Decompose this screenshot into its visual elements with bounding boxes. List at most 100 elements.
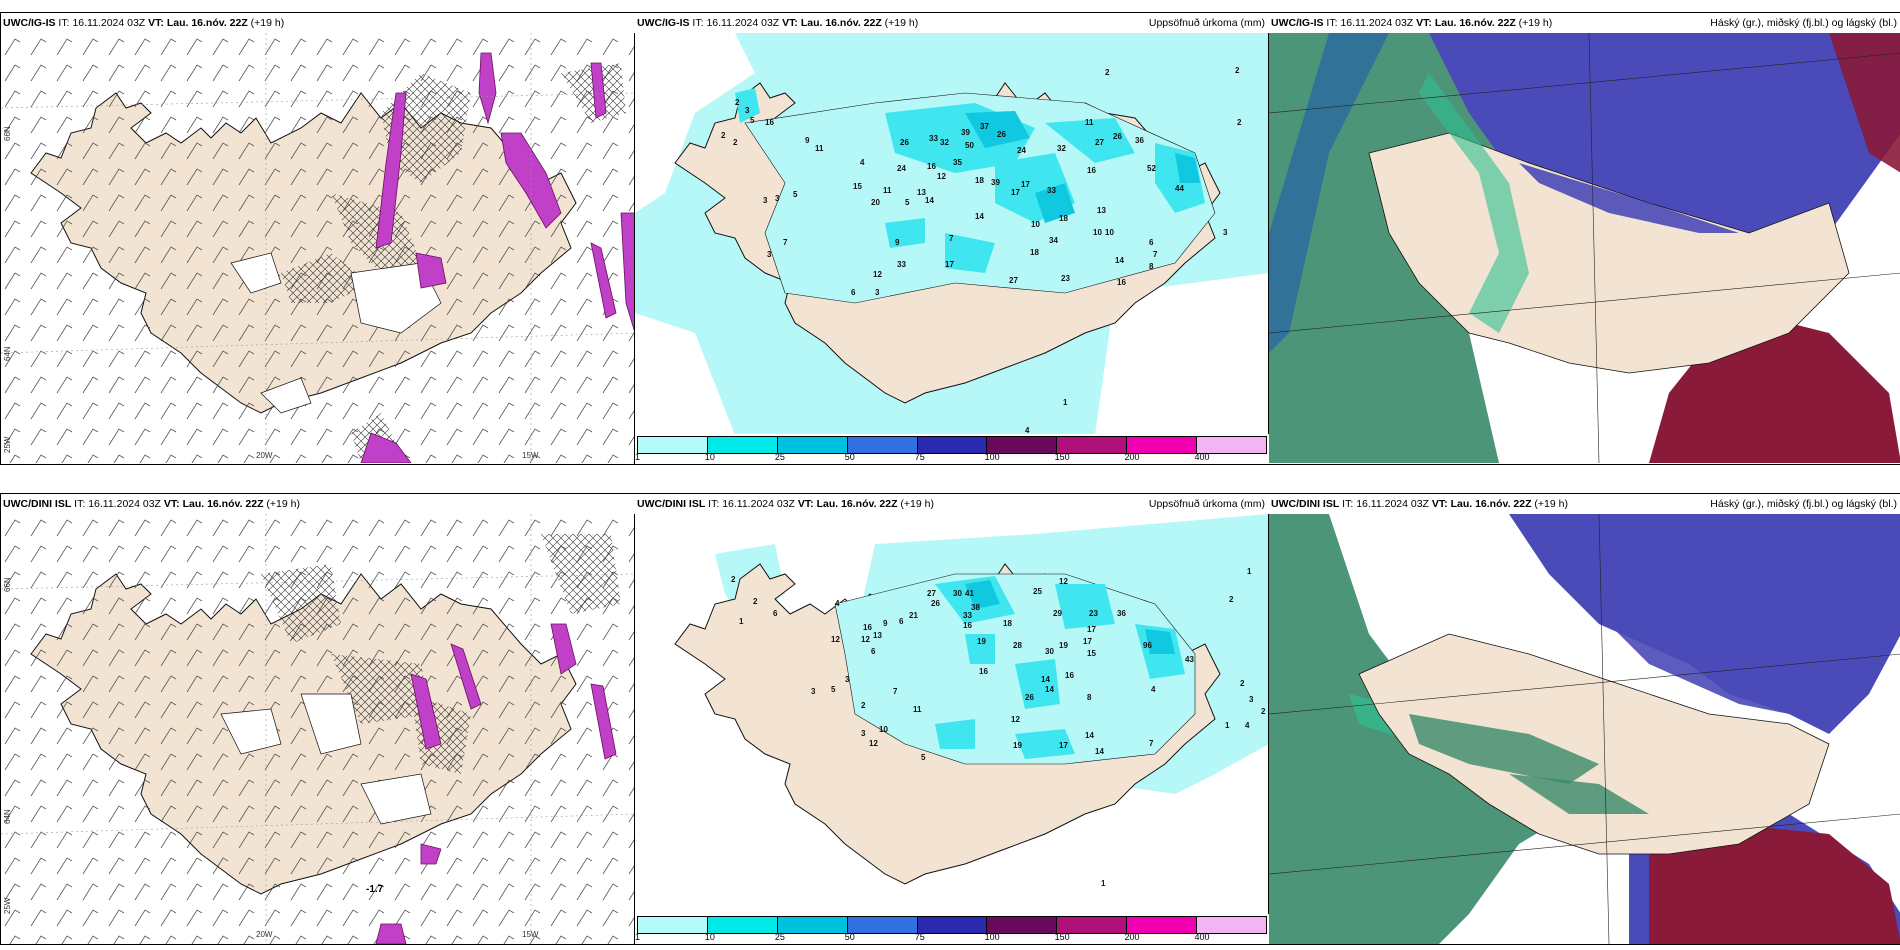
panel-title: Háský (gr.), miðský (fj.bl.) og lágský (… (1710, 17, 1897, 29)
legend-tick: 150 (1054, 932, 1070, 942)
lon-label-15: 15W (522, 451, 539, 460)
panel-title: Uppsöfnuð úrkoma (mm) (1148, 17, 1265, 29)
legend-swatch (987, 917, 1058, 933)
svg-text:36: 36 (1135, 136, 1144, 145)
svg-text:7: 7 (783, 238, 788, 247)
it-label: IT: (1342, 498, 1354, 510)
it-value: 16.11.2024 03Z (722, 498, 795, 510)
svg-text:3: 3 (763, 196, 768, 205)
svg-text:26: 26 (931, 599, 940, 608)
svg-text:12: 12 (1011, 715, 1020, 724)
legend-tick: 100 (984, 452, 1000, 462)
lat-label-66: 66N (3, 126, 12, 141)
lead-time: (+19 h) (1518, 17, 1553, 29)
white-areas (230, 252, 442, 414)
svg-text:16: 16 (1087, 166, 1096, 175)
svg-text:12: 12 (861, 635, 870, 644)
svg-text:14: 14 (1095, 747, 1104, 756)
svg-text:6: 6 (871, 647, 876, 656)
vt-value: Lau. 16.nóv. 22Z (1450, 498, 1532, 510)
legend-swatch (638, 437, 708, 453)
svg-text:23: 23 (1089, 609, 1098, 618)
panel-clouds-top: UWC/IG-IS IT: 16.11.2024 03Z VT: Lau. 16… (1268, 12, 1900, 465)
svg-text:3: 3 (861, 729, 866, 738)
model-name: UWC/IG-IS (637, 17, 690, 29)
svg-text:16: 16 (863, 623, 872, 632)
legend-swatch (707, 437, 778, 453)
svg-text:6: 6 (899, 617, 904, 626)
it-value: 16.11.2024 03Z (706, 17, 780, 29)
white-areas (220, 693, 432, 825)
svg-text:10: 10 (1093, 228, 1102, 237)
svg-text:10: 10 (1031, 220, 1040, 229)
it-label: IT: (58, 17, 70, 29)
graticule (1269, 33, 1900, 463)
legend-swatch (1057, 437, 1128, 453)
svg-text:5: 5 (793, 190, 798, 199)
svg-text:26: 26 (997, 130, 1006, 139)
svg-text:19: 19 (1013, 741, 1022, 750)
wind-value-label: -1.7 (366, 884, 384, 895)
legend-swatch (777, 437, 848, 453)
svg-text:33: 33 (897, 260, 906, 269)
svg-text:17: 17 (1021, 180, 1030, 189)
svg-text:32: 32 (1057, 144, 1066, 153)
legend-tick: 75 (914, 932, 925, 942)
svg-text:3: 3 (1223, 228, 1228, 237)
it-value: 16.11.2024 03Z (1340, 17, 1414, 29)
legend-tick: 400 (1194, 452, 1210, 462)
svg-text:35: 35 (953, 158, 962, 167)
hatched-areas (261, 534, 621, 774)
svg-text:2: 2 (735, 98, 740, 107)
panel-wind-bottom: UWC/DINI ISL IT: 16.11.2024 03Z VT: Lau.… (0, 493, 636, 945)
svg-text:7: 7 (1153, 250, 1158, 259)
legend-ticks: 1 10 25 50 75 100 150 200 400 (635, 932, 1267, 944)
legend-tick: 1 (635, 932, 641, 942)
svg-text:36: 36 (1117, 609, 1126, 618)
svg-text:26: 26 (1113, 132, 1122, 141)
svg-text:33: 33 (963, 611, 972, 620)
svg-text:39: 39 (991, 178, 1000, 187)
svg-text:7: 7 (949, 234, 954, 243)
precip-heavy-areas (965, 580, 1175, 654)
svg-text:12: 12 (873, 270, 882, 279)
magenta-bands (375, 623, 617, 944)
legend-tick: 1 (635, 452, 641, 462)
panel-header: UWC/IG-IS IT: 16.11.2024 03Z VT: Lau. 16… (1, 13, 635, 33)
precip-mid-areas (735, 88, 1205, 273)
svg-text:30: 30 (953, 589, 962, 598)
svg-text:19: 19 (977, 637, 986, 646)
panel-header: UWC/IG-IS IT: 16.11.2024 03Z VT: Lau. 16… (635, 13, 1269, 33)
svg-text:11: 11 (815, 144, 824, 153)
legend-swatch (847, 917, 918, 933)
vt-value: Lau. 16.nóv. 22Z (816, 498, 898, 510)
legend-ticks: 1 10 25 50 75 100 150 200 400 (635, 452, 1267, 464)
svg-text:6: 6 (851, 288, 856, 297)
svg-text:4: 4 (835, 599, 840, 608)
lead-time: (+19 h) (900, 498, 934, 510)
svg-text:14: 14 (1085, 731, 1094, 740)
svg-text:17: 17 (1087, 625, 1096, 634)
svg-text:8: 8 (1149, 262, 1154, 271)
svg-text:26: 26 (900, 138, 909, 147)
svg-text:2: 2 (1237, 118, 1242, 127)
legend-swatch (777, 917, 848, 933)
panel-header: UWC/DINI ISL IT: 16.11.2024 03Z VT: Lau.… (1269, 494, 1900, 514)
legend-swatch (1127, 437, 1198, 453)
svg-text:2: 2 (1261, 707, 1266, 716)
svg-text:27: 27 (1009, 276, 1018, 285)
precip-legend: 1 10 25 50 75 100 150 200 400 (635, 434, 1269, 464)
legend-swatch (847, 437, 918, 453)
lead-time: (+19 h) (266, 498, 300, 510)
it-label: IT: (1326, 17, 1338, 29)
vt-label: VT: (163, 498, 180, 510)
svg-text:4: 4 (1025, 426, 1030, 435)
precip-map: 1 2 2 1 2 6 4 16 13 9 6 27 30 41 25 12 2… (635, 514, 1269, 914)
svg-text:12: 12 (869, 739, 878, 748)
svg-text:24: 24 (1017, 146, 1026, 155)
svg-text:26: 26 (1025, 693, 1034, 702)
svg-text:10: 10 (1105, 228, 1114, 237)
svg-text:3: 3 (775, 194, 780, 203)
svg-text:27: 27 (1095, 138, 1104, 147)
svg-text:38: 38 (971, 603, 980, 612)
